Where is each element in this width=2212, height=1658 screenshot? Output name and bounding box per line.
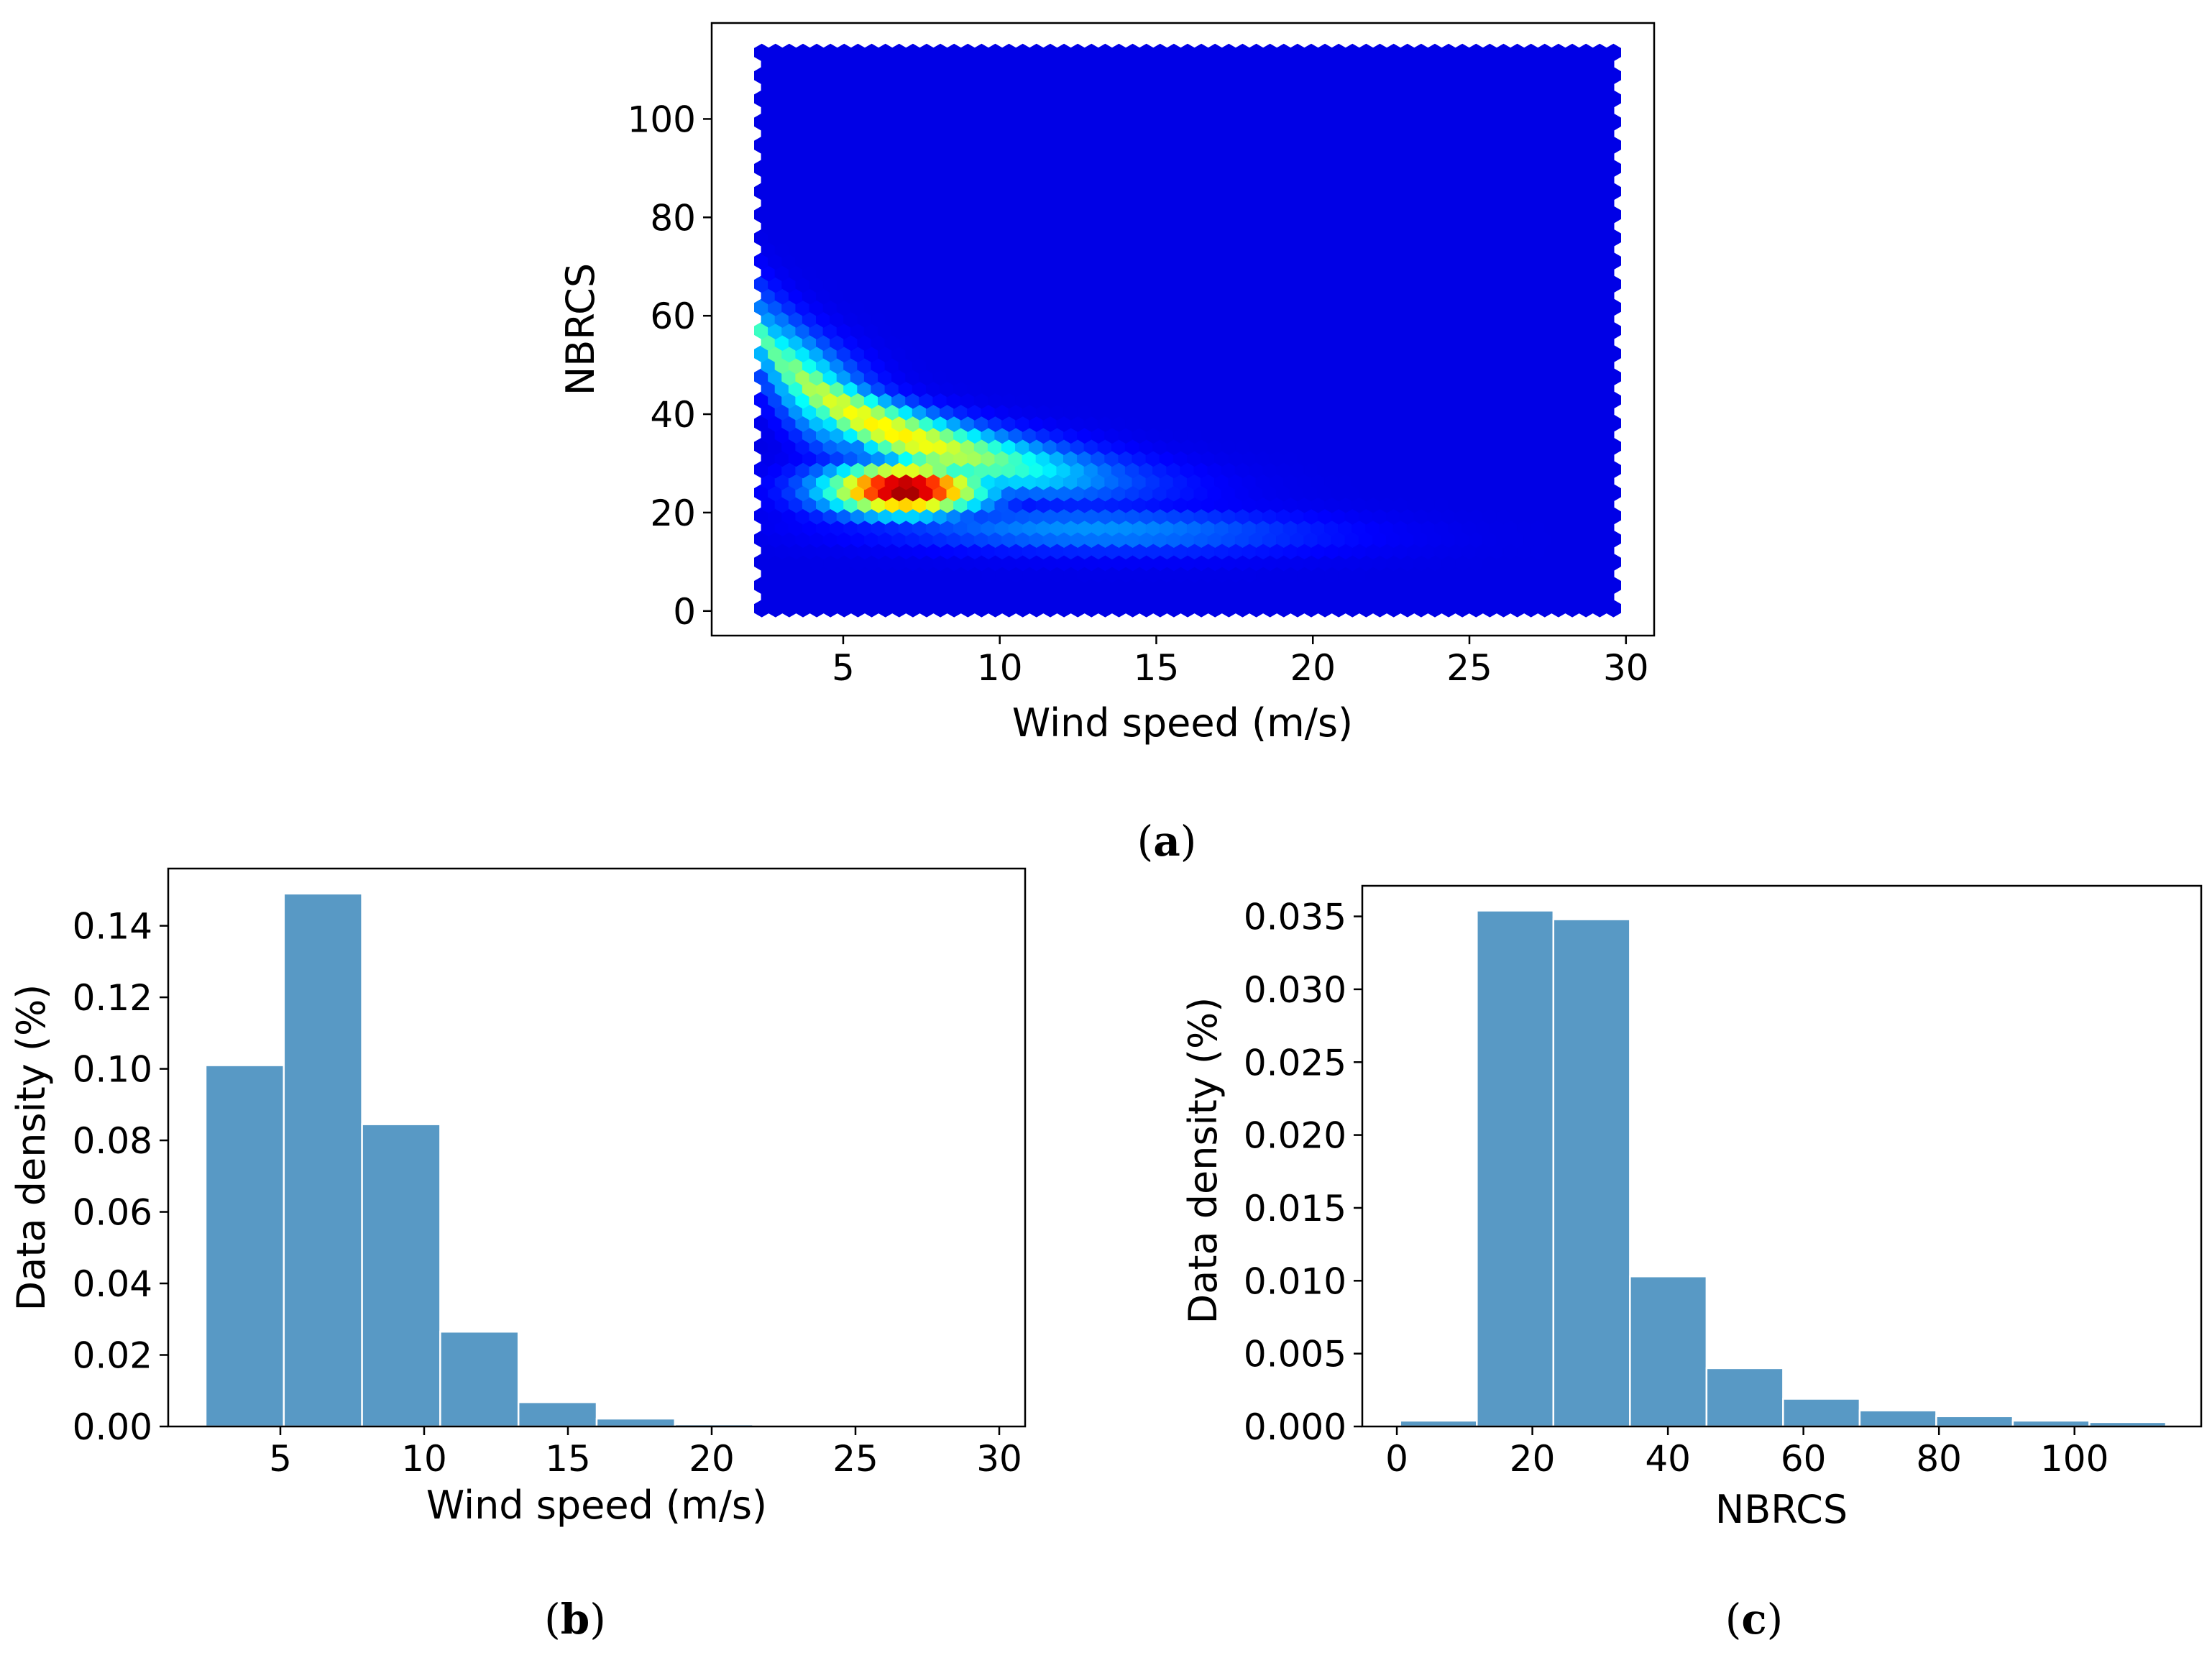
nbrcs-histogram-bars: [1399, 910, 2167, 1428]
x-tick-label: 15: [1134, 647, 1180, 689]
hexbin-cell: [1605, 43, 1622, 62]
y-tick-label: 0.030: [1244, 969, 1346, 1011]
y-tick-label: 0.020: [1244, 1115, 1346, 1157]
y-tick-label: 80: [650, 197, 696, 239]
y-tick-label: 0.015: [1244, 1188, 1346, 1229]
panel-c-caption: (c): [1725, 1595, 1784, 1644]
x-tick-label: 60: [1781, 1438, 1827, 1480]
histogram-bar: [1629, 1275, 1708, 1428]
histogram-bar: [1552, 918, 1631, 1428]
histogram-bar: [439, 1330, 520, 1428]
histogram-bar: [283, 892, 363, 1428]
y-tick-label: 40: [650, 394, 696, 436]
histogram-bar: [204, 1064, 285, 1428]
nbrcs-histogram-axes-frame: [1361, 884, 2203, 1428]
x-tick-label: 10: [977, 647, 1023, 689]
x-tick-label: 25: [832, 1438, 878, 1480]
x-tick-label: 100: [2040, 1438, 2108, 1480]
x-tick-label: 30: [1603, 647, 1649, 689]
y-tick-label: 0.035: [1244, 897, 1346, 938]
heatmap-y-axis-label: NBRCS: [558, 263, 603, 395]
y-tick-label: 0: [673, 591, 696, 633]
y-tick-label: 0.005: [1244, 1334, 1346, 1375]
y-tick-label: 0.000: [1244, 1406, 1346, 1448]
wind-histogram-y-ticks: 0.00 0.02 0.04 0.06 0.08 0.10 0.12 0.14: [73, 906, 168, 1448]
wind-speed-histogram-bars: [204, 892, 989, 1428]
panel-c-histogram: 0 20 40 60 80 100 0.0000.0050.0100.0150.0200.…: [1180, 884, 2203, 1644]
wind-histogram-x-axis-label: Wind speed (m/s): [426, 1483, 767, 1528]
panel-c-letter: c: [1741, 1595, 1766, 1644]
x-tick-label: 25: [1446, 647, 1492, 689]
histogram-bar: [1476, 910, 1555, 1428]
panel-b-histogram: 5 10 15 20 25 30 0.00 0.02 0.04 0.06 0.08 0.10 0.12…: [9, 867, 1027, 1644]
panel-a-caption: (a): [1137, 817, 1197, 866]
nbrcs-histogram-y-ticks: 0.000 0.005 0.010 0.015 0.020 0.025 0.030 0.035: [1244, 897, 1362, 1448]
x-tick-label: 30: [976, 1438, 1022, 1480]
panel-a-letter: a: [1153, 817, 1180, 866]
histogram-bar: [1705, 1367, 1784, 1428]
y-tick-label: 60: [650, 296, 696, 337]
x-tick-label: 0: [1385, 1438, 1408, 1480]
x-tick-label: 40: [1645, 1438, 1691, 1480]
wind-histogram-y-axis-label: Data density (%): [9, 984, 54, 1311]
y-tick-label: 0.06: [73, 1192, 152, 1234]
nbrcs-histogram-y-axis-label: Data density (%): [1180, 997, 1226, 1324]
wind-histogram-x-ticks: 5 10 15 20 25 30: [269, 1426, 1022, 1480]
y-tick-label: 0.010: [1244, 1260, 1346, 1302]
panel-b-caption: (b): [544, 1595, 606, 1644]
panel-a-heatmap: 5 10 15 20 25 30 0 20 40 60 80 100 Wind speed (m/s…: [558, 22, 1656, 866]
x-tick-label: 20: [1290, 647, 1336, 689]
histogram-bar: [1935, 1415, 2014, 1428]
nbrcs-histogram-x-ticks: 0 20 40 60 80 100: [1385, 1426, 2108, 1480]
histogram-bar: [595, 1417, 676, 1428]
heatmap-cells: [754, 43, 1622, 618]
heatmap-axes-frame: [710, 22, 1656, 637]
nbrcs-histogram-x-axis-label: NBRCS: [1715, 1487, 1848, 1532]
x-tick-label: 20: [689, 1438, 735, 1480]
x-tick-label: 15: [545, 1438, 591, 1480]
y-tick-label: 0.14: [73, 906, 152, 948]
y-tick-label: 0.025: [1244, 1042, 1346, 1084]
x-tick-label: 5: [832, 647, 855, 689]
y-tick-label: 100: [628, 99, 696, 140]
x-tick-label: 10: [401, 1438, 447, 1480]
histogram-bar: [1782, 1398, 1861, 1428]
heatmap-y-ticks: 0 20 40 60 80 100: [628, 99, 712, 633]
heatmap-x-ticks: 5 10 15 20 25 30: [832, 636, 1649, 689]
heatmap-x-axis-label: Wind speed (m/s): [1012, 700, 1353, 746]
y-tick-label: 0.00: [73, 1406, 152, 1448]
panel-b-letter: b: [561, 1595, 590, 1644]
y-tick-label: 0.10: [73, 1049, 152, 1091]
y-tick-label: 20: [650, 493, 696, 534]
histogram-bar: [361, 1123, 441, 1428]
y-tick-label: 0.02: [73, 1335, 152, 1377]
histogram-bar: [517, 1401, 598, 1428]
wind-histogram-axes-frame: [167, 867, 1027, 1428]
x-tick-label: 5: [269, 1438, 292, 1480]
y-tick-label: 0.12: [73, 977, 152, 1019]
histogram-bar: [1858, 1409, 1937, 1428]
y-tick-label: 0.08: [73, 1120, 152, 1162]
x-tick-label: 20: [1510, 1438, 1556, 1480]
x-tick-label: 80: [1916, 1438, 1962, 1480]
y-tick-label: 0.04: [73, 1263, 152, 1305]
